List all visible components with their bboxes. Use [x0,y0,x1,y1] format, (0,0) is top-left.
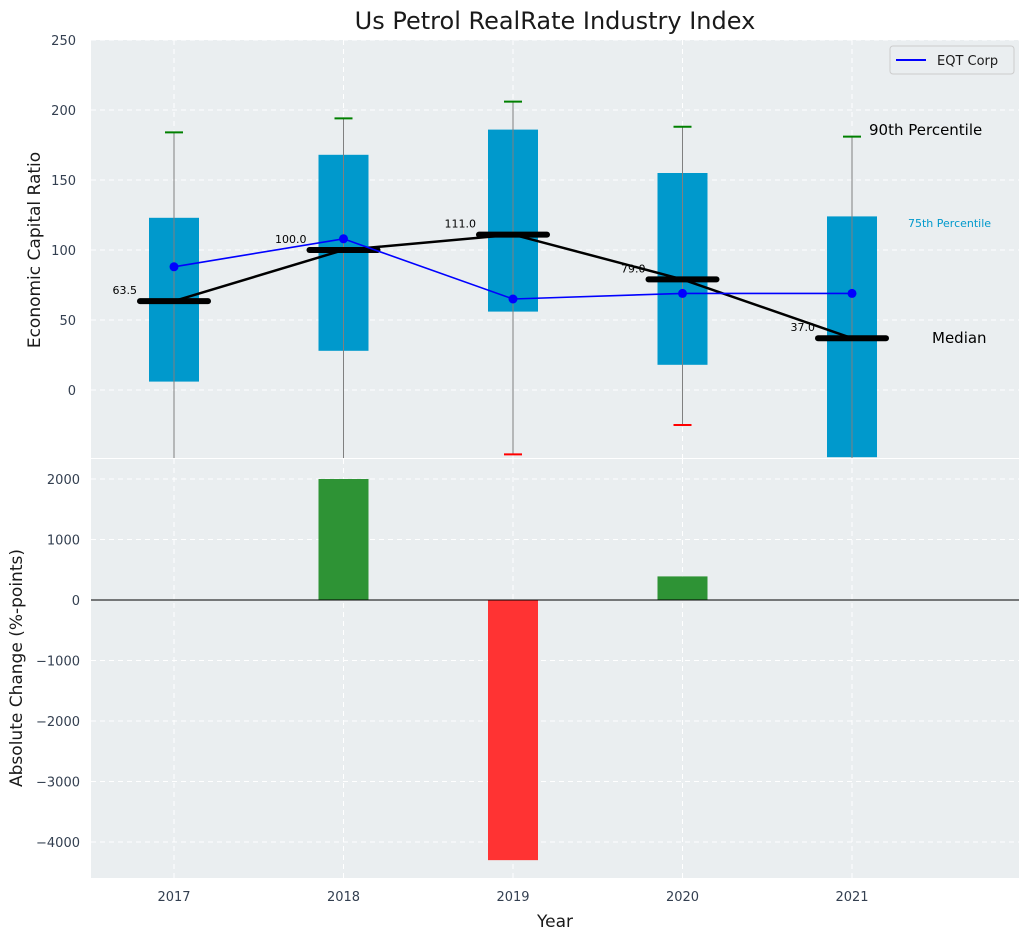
bottom-ytick-label: −1000 [36,655,80,670]
bottom-ytick-label: 0 [72,594,80,609]
xtick-label: 2017 [157,890,190,905]
eqt-point-2019 [508,294,518,304]
change-bar-2018 [318,479,369,600]
box-plots: 63.5 100.0 111.0 79.0 37.0 [113,100,889,458]
top-y-ticks: 0 50 100 150 200 250 [51,34,76,399]
bottom-y-ticks: 2000 1000 0 −1000 −2000 −3000 −4000 [36,473,80,851]
legend-eqt-label: EQT Corp [937,54,998,69]
xtick-label: 2018 [327,890,360,905]
median-value-label: 111.0 [445,218,477,231]
xtick-label: 2020 [666,890,699,905]
bottom-ytick-label: −2000 [36,715,80,730]
p75-annotation: 75th Percentile [908,217,991,230]
chart-title: Us Petrol RealRate Industry Index [355,7,756,35]
median-annotation: Median [932,329,987,347]
legend-box [889,45,1015,75]
median-value-label: 100.0 [275,233,307,246]
top-panel-background [91,40,1019,458]
top-ytick-label: 0 [68,384,76,399]
box-2017: 63.5 [113,131,211,458]
median-trend [173,233,853,340]
change-bars [91,479,1019,861]
top-ytick-label: 250 [51,34,76,49]
legend: EQT Corp [889,45,1015,75]
top-ytick-label: 150 [51,174,76,189]
xtick-label: 2019 [496,890,529,905]
x-axis-label: Year [536,912,573,932]
change-bar-2020 [657,576,708,600]
box-2019: 111.0 [445,100,550,456]
median-trend-line [173,233,853,340]
eqt-point-2020 [678,288,687,298]
x-ticks: 2017 2018 2019 2020 2021 [157,890,868,905]
eqt-point-2018 [339,234,348,244]
xtick-label: 2021 [835,890,868,905]
change-bar-2019 [488,600,538,861]
box-2021: 37.0 [791,135,889,458]
p90-annotation: 90th Percentile [869,121,982,139]
bottom-grid [91,459,1019,878]
bottom-y-axis-label: Absolute Change (%-points) [7,549,27,787]
top-ytick-label: 200 [51,104,76,119]
median-value-label: 63.5 [113,284,138,297]
eqt-point-2017 [169,262,179,272]
top-ytick-label: 50 [59,314,76,329]
bottom-ytick-label: 1000 [47,534,80,549]
eqt-point-2021 [847,288,857,298]
bottom-ytick-label: 2000 [47,473,80,488]
top-y-axis-label: Economic Capital Ratio [25,152,45,348]
bottom-panel-background [91,459,1019,878]
bottom-ytick-label: −3000 [36,776,80,791]
top-ytick-label: 100 [51,244,76,259]
box-2020: 79.0 [621,125,720,426]
eqt-series [169,234,857,304]
bottom-ytick-label: −4000 [36,836,80,851]
